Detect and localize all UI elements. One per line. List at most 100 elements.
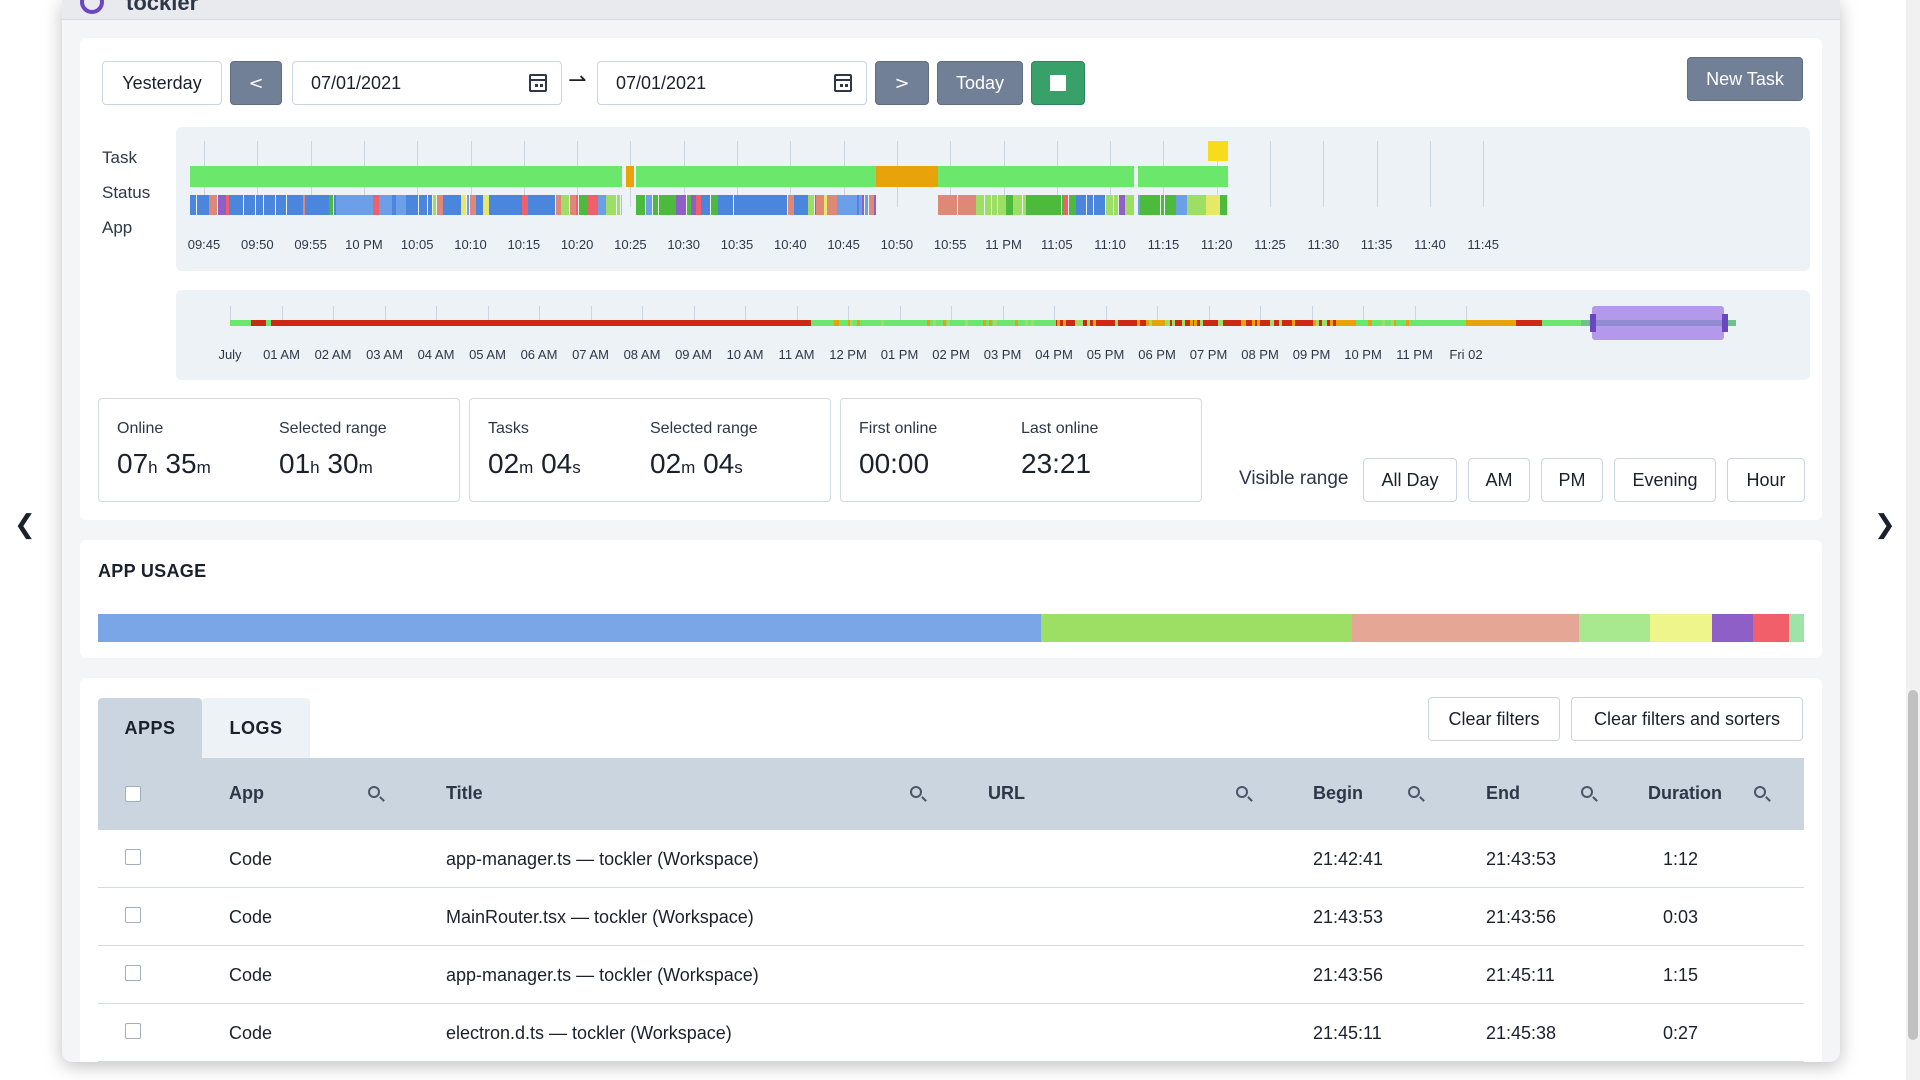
column-header-app[interactable]: App	[229, 783, 264, 803]
column-header-end[interactable]: End	[1486, 783, 1520, 803]
previous-day-arrow-icon[interactable]: ❮	[14, 510, 36, 540]
column-header-url[interactable]: URL	[988, 783, 1025, 803]
overview-segment	[1080, 320, 1083, 326]
tab-logs[interactable]: LOGS	[202, 698, 310, 758]
row-duration: 1:15	[1663, 965, 1699, 985]
range-all-day-button[interactable]: All Day	[1363, 458, 1457, 502]
overview-segment	[1093, 320, 1096, 326]
app-usage-segment[interactable]	[1041, 614, 1352, 642]
app-segment	[865, 195, 868, 215]
next-day-arrow-icon[interactable]: ❯	[1874, 510, 1896, 540]
overview-tick-label: 10 AM	[726, 347, 764, 362]
app-usage-bar[interactable]	[98, 614, 1804, 642]
new-task-button[interactable]: New Task	[1687, 57, 1803, 101]
row-checkbox[interactable]	[125, 849, 141, 865]
overview-tick-label: 06 PM	[1138, 347, 1176, 362]
previous-day-button[interactable]: <	[230, 61, 282, 105]
app-header: tockler	[62, 0, 1840, 20]
overview-segment	[1466, 320, 1516, 326]
overview-gridline	[230, 306, 231, 326]
app-segment	[406, 195, 408, 215]
select-all-checkbox[interactable]	[125, 786, 141, 802]
start-date-input[interactable]: 07/01/2021	[292, 61, 562, 105]
column-header-title[interactable]: Title	[446, 783, 483, 803]
app-usage-segment[interactable]	[1711, 614, 1753, 642]
selection-handle-left[interactable]	[1590, 314, 1596, 332]
page-scrollbar[interactable]	[1906, 0, 1920, 1080]
app-usage-segment[interactable]	[98, 614, 1042, 642]
app-usage-segment[interactable]	[1788, 614, 1804, 642]
range-pm-button[interactable]: PM	[1541, 458, 1603, 502]
overview-segment	[1115, 320, 1118, 326]
range-am-button[interactable]: AM	[1468, 458, 1530, 502]
overview-tick-label: 03 AM	[366, 347, 403, 362]
timeline-row-label-status: Status	[102, 183, 151, 202]
calendar-icon[interactable]	[529, 74, 547, 92]
app-segment	[1106, 195, 1113, 215]
row-checkbox[interactable]	[125, 907, 141, 923]
table-row[interactable]: Code app-manager.ts — tockler (Workspace…	[98, 830, 1804, 888]
app-segment	[617, 195, 620, 215]
app-segment	[774, 195, 779, 215]
app-segment	[329, 195, 333, 215]
app-segment	[656, 195, 658, 215]
app-segment	[264, 195, 273, 215]
today-button[interactable]: Today	[937, 61, 1023, 105]
app-segment	[408, 195, 418, 215]
app-usage-card: APP USAGE	[80, 540, 1822, 658]
app-usage-segment[interactable]	[1650, 614, 1712, 642]
app-segment	[1013, 195, 1022, 215]
activity-timeline[interactable]: 09:45 09:50 09:55 10 PM 10:05 10:10 10:15 10:20…	[176, 127, 1810, 271]
table-row[interactable]: Code app-manager.ts — tockler (Workspace…	[98, 946, 1804, 1004]
timeline-tick-label: 10:40	[774, 237, 807, 252]
overview-tick-label: 02 PM	[932, 347, 970, 362]
calendar-icon[interactable]	[834, 74, 852, 92]
overview-gridline	[1157, 306, 1158, 326]
duration-search-icon[interactable]	[1754, 786, 1766, 798]
clear-filters-sorters-button[interactable]: Clear filters and sorters	[1571, 697, 1803, 741]
next-day-button[interactable]: >	[875, 61, 929, 105]
app-segment	[1114, 195, 1118, 215]
app-segment	[379, 195, 389, 215]
table-row[interactable]: Code electron.d.ts — tockler (Workspace)…	[98, 1004, 1804, 1062]
timeline-tick-label: 11:35	[1360, 237, 1393, 252]
overview-segment	[1190, 320, 1193, 326]
title-search-icon[interactable]	[910, 786, 922, 798]
row-checkbox[interactable]	[125, 965, 141, 981]
app-search-icon[interactable]	[368, 786, 380, 798]
yesterday-button[interactable]: Yesterday	[102, 61, 222, 105]
row-checkbox[interactable]	[125, 1023, 141, 1039]
clear-filters-button[interactable]: Clear filters	[1428, 697, 1560, 741]
column-header-begin[interactable]: Begin	[1313, 783, 1364, 803]
task-segment	[1208, 141, 1228, 161]
app-segment	[396, 195, 404, 215]
app-segment	[859, 195, 861, 215]
stop-tracking-button[interactable]	[1031, 61, 1085, 105]
range-hour-button[interactable]: Hour	[1727, 458, 1805, 502]
overview-gridline	[281, 306, 283, 326]
app-segment	[1197, 195, 1201, 215]
overview-segment	[1241, 320, 1244, 326]
selection-brush[interactable]	[1592, 306, 1724, 340]
app-usage-segment[interactable]	[1351, 614, 1579, 642]
timeline-tick-label: 10:10	[454, 237, 487, 252]
begin-search-icon[interactable]	[1408, 786, 1420, 798]
app-segment	[495, 195, 496, 215]
day-overview-timeline[interactable]: July 01 AM 02 AM 03 AM 04 AM 05 AM 06 AM 07 AM 0…	[176, 290, 1810, 380]
selection-handle-right[interactable]	[1722, 314, 1728, 332]
overview-segment	[1015, 320, 1018, 326]
column-header-duration[interactable]: Duration	[1648, 783, 1722, 803]
table-row[interactable]: Code MainRouter.tsx — tockler (Workspace…	[98, 888, 1804, 946]
end-date-input[interactable]: 07/01/2021	[597, 61, 867, 105]
app-segment	[587, 195, 598, 215]
range-evening-button[interactable]: Evening	[1614, 458, 1716, 502]
end-search-icon[interactable]	[1581, 786, 1593, 798]
app-usage-segment[interactable]	[1752, 614, 1789, 642]
url-search-icon[interactable]	[1236, 786, 1248, 798]
tab-apps[interactable]: APPS	[98, 698, 202, 758]
scrollbar-thumb[interactable]	[1908, 690, 1918, 1040]
app-segment	[973, 195, 976, 215]
app-segment	[197, 195, 201, 215]
row-app: Code	[229, 965, 273, 985]
app-usage-segment[interactable]	[1578, 614, 1651, 642]
